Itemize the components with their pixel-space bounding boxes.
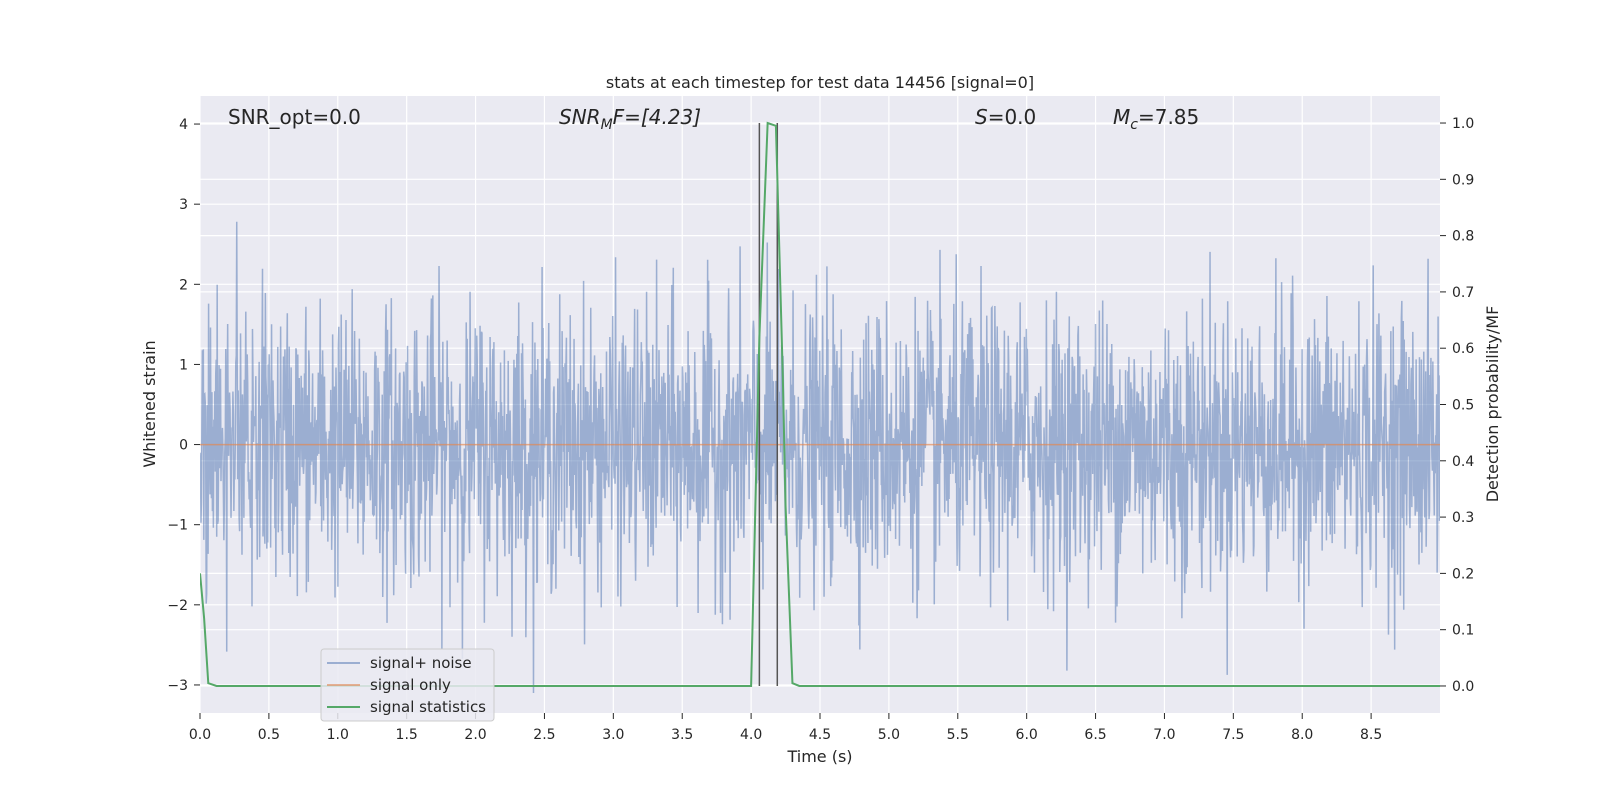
x-tick-label-6: 3.0 — [602, 727, 624, 743]
series-signal-noise — [200, 221, 1440, 693]
x-axis-label: Time (s) — [786, 747, 852, 766]
annotation-s: S=0.0 — [975, 105, 1036, 129]
y-right-tick-label-6: 0.6 — [1452, 341, 1474, 357]
x-tick-label-2: 1.0 — [327, 727, 349, 743]
y-axis-right-ticks: 0.0 0.1 0.2 0.3 0.4 0.5 0.6 0.7 0.8 0.9 1.0 — [1440, 116, 1474, 695]
x-tick-label-14: 7.0 — [1153, 727, 1175, 743]
s-rest: =0.0 — [988, 105, 1037, 129]
s-base: S — [975, 105, 988, 129]
mc-base: M — [1113, 105, 1130, 129]
snr-mf-rest: F=[4.23] — [613, 105, 701, 129]
y-right-tick-label-8: 0.8 — [1452, 229, 1474, 245]
y-right-tick-label-5: 0.5 — [1452, 398, 1474, 414]
x-tick-label-9: 4.5 — [809, 727, 831, 743]
snr-mf-sub: M — [601, 117, 613, 133]
y-left-tick-label-7: 4 — [179, 117, 188, 133]
x-tick-label-10: 5.0 — [878, 727, 900, 743]
x-tick-label-16: 8.0 — [1291, 727, 1313, 743]
x-tick-label-3: 1.5 — [396, 727, 418, 743]
y-right-tick-label-0: 0.0 — [1452, 679, 1474, 695]
y-axis-right-label: Detection probability/MF — [1483, 306, 1502, 503]
annotation-snr-opt: SNR_opt=0.0 — [228, 105, 361, 129]
x-tick-label-11: 5.5 — [947, 727, 969, 743]
y-left-tick-label-6: 3 — [179, 197, 188, 213]
x-tick-label-15: 7.5 — [1222, 727, 1244, 743]
y-axis-left-label: Whitened strain — [140, 340, 159, 467]
chart-title: stats at each timestep for test data 144… — [606, 73, 1034, 92]
y-left-tick-label-3: 0 — [179, 438, 188, 454]
y-right-tick-label-7: 0.7 — [1452, 285, 1474, 301]
y-left-tick-label-2: −1 — [167, 518, 188, 534]
x-axis-ticks: 0.0 0.5 1.0 1.5 2.0 2.5 3.0 3.5 4.0 4.5 5.0 5.5 6.0 6… — [189, 713, 1382, 743]
y-right-tick-label-3: 0.3 — [1452, 510, 1474, 526]
legend-label-noise: signal+ noise — [370, 654, 472, 672]
y-axis-left-ticks: −3 −2 −1 0 1 2 3 4 — [167, 117, 200, 694]
y-left-tick-label-0: −3 — [167, 678, 188, 694]
x-tick-label-5: 2.5 — [533, 727, 555, 743]
y-right-tick-label-10: 1.0 — [1452, 116, 1474, 132]
x-tick-label-4: 2.0 — [464, 727, 486, 743]
legend-label-statistics: signal statistics — [370, 698, 486, 716]
y-right-tick-label-2: 0.2 — [1452, 566, 1474, 582]
y-right-tick-label-1: 0.1 — [1452, 623, 1474, 639]
annotation-snr-mf: SNRMF=[4.23] — [559, 105, 701, 133]
y-right-tick-label-4: 0.4 — [1452, 454, 1474, 470]
x-tick-label-1: 0.5 — [258, 727, 280, 743]
series-signal-statistics — [200, 121, 1440, 687]
y-right-tick-label-9: 0.9 — [1452, 172, 1474, 188]
y-left-tick-label-1: −2 — [167, 598, 188, 614]
x-tick-label-8: 4.0 — [740, 727, 762, 743]
x-tick-label-12: 6.0 — [1016, 727, 1038, 743]
x-tick-label-17: 8.5 — [1360, 727, 1382, 743]
noise-series — [200, 221, 1440, 693]
x-tick-label-0: 0.0 — [189, 727, 211, 743]
line-series — [200, 121, 1440, 687]
x-tick-label-7: 3.5 — [671, 727, 693, 743]
x-tick-label-13: 6.5 — [1084, 727, 1106, 743]
legend: signal+ noise signal only signal statist… — [320, 648, 495, 722]
legend-label-signal-only: signal only — [370, 676, 451, 694]
annotation-mc: Mc=7.85 — [1113, 105, 1199, 133]
mc-sub: c — [1130, 117, 1138, 133]
y-left-tick-label-5: 2 — [179, 277, 188, 293]
legend-box — [320, 648, 495, 722]
mc-rest: =7.85 — [1138, 105, 1199, 129]
snr-mf-base: SNR — [559, 105, 601, 129]
y-left-tick-label-4: 1 — [179, 357, 188, 373]
